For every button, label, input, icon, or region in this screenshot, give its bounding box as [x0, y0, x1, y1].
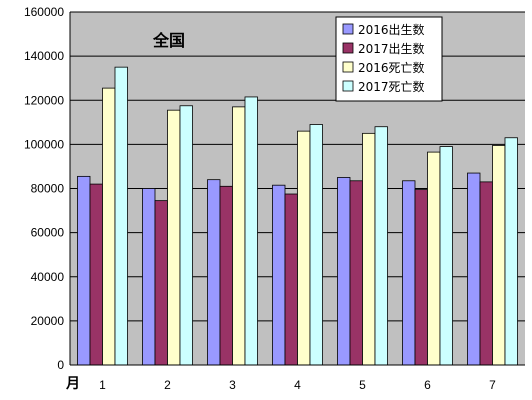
bar — [374, 126, 388, 366]
x-tick-label: 4 — [294, 378, 301, 392]
bar — [102, 87, 116, 366]
y-tick-label: 0 — [57, 358, 64, 372]
legend-box — [335, 16, 443, 102]
bar — [479, 181, 493, 366]
legend-swatch — [342, 42, 354, 54]
x-tick-labels: 1 2 3 4 5 6 7 — [99, 378, 496, 392]
bar — [142, 188, 156, 366]
bar — [114, 66, 128, 366]
bar — [167, 109, 181, 366]
bar — [284, 193, 298, 366]
y-tick-label: 120000 — [24, 93, 64, 107]
bar — [232, 106, 246, 366]
bar — [309, 124, 323, 366]
bar — [504, 137, 518, 366]
x-tick-label: 3 — [229, 378, 236, 392]
y-tick-label: 80000 — [31, 182, 65, 196]
chart-title: 全国 — [152, 31, 185, 50]
y-tick-label: 100000 — [24, 137, 64, 151]
legend-label: 2016出生数 — [358, 22, 425, 37]
bar — [467, 172, 481, 366]
x-tick-label: 7 — [489, 378, 496, 392]
legend-swatch — [342, 23, 354, 35]
legend-label: 2017死亡数 — [358, 79, 425, 94]
bar — [77, 175, 91, 366]
legend-swatch — [342, 61, 354, 73]
x-tick-label: 2 — [164, 378, 171, 392]
bar — [427, 151, 441, 366]
bar — [362, 132, 376, 366]
x-tick-label: 1 — [99, 378, 106, 392]
y-tick-label: 160000 — [24, 5, 64, 19]
bar — [337, 177, 351, 366]
bar — [272, 184, 286, 366]
x-tick-label: 5 — [359, 378, 366, 392]
y-tick-label: 140000 — [24, 49, 64, 63]
bar — [89, 183, 103, 366]
y-tick-label: 20000 — [31, 314, 65, 328]
legend-label: 2016死亡数 — [358, 60, 425, 75]
y-tick-label: 40000 — [31, 270, 65, 284]
bar — [439, 146, 453, 366]
bar — [414, 189, 428, 366]
bar — [244, 96, 258, 366]
bar — [297, 130, 311, 366]
y-tick-labels: 0 20000 40000 60000 80000 100000 120000 140000 1… — [24, 5, 64, 372]
bar — [179, 105, 193, 366]
bar — [207, 179, 221, 366]
bar — [154, 200, 168, 366]
x-axis-label: 月 — [65, 375, 80, 391]
legend: 2016出生数 2017出生数 2016死亡数 2017死亡数 — [335, 16, 443, 102]
bar — [492, 145, 506, 366]
legend-swatch — [342, 80, 354, 92]
y-tick-label: 60000 — [31, 226, 65, 240]
bar — [219, 185, 233, 366]
x-tick-label: 6 — [424, 378, 431, 392]
bar — [402, 180, 416, 366]
bar — [349, 180, 363, 366]
legend-label: 2017出生数 — [358, 41, 425, 56]
